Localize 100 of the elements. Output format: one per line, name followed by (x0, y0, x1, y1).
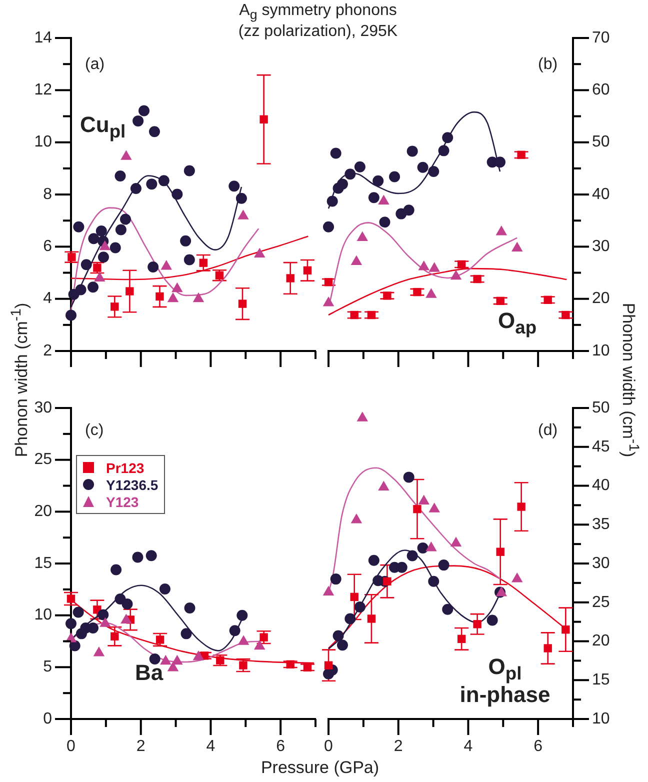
y-tick-label: 20 (34, 503, 52, 520)
point (473, 620, 482, 628)
point (517, 150, 526, 159)
y2-tick-label: 25 (592, 594, 610, 611)
point (494, 156, 506, 168)
point (450, 536, 462, 547)
point (184, 165, 195, 176)
point (368, 554, 380, 566)
point (130, 183, 142, 194)
point (73, 221, 84, 232)
point (378, 194, 390, 205)
point (180, 628, 192, 640)
point (417, 542, 428, 554)
point (356, 231, 368, 242)
y2-tick-label: 20 (592, 290, 610, 308)
point (66, 310, 76, 321)
point (326, 196, 338, 207)
point (229, 625, 240, 636)
point (368, 192, 380, 204)
y2-tick-label: 15 (592, 672, 610, 689)
point (126, 287, 134, 296)
point (344, 168, 356, 180)
point (132, 115, 144, 126)
point (146, 178, 158, 190)
point (428, 576, 440, 587)
point (330, 574, 342, 585)
y2-tick-label: 35 (592, 516, 610, 534)
point (260, 115, 268, 124)
y2-tick-label: 60 (592, 82, 610, 99)
point (517, 502, 526, 511)
y2-tick-label: 40 (592, 186, 610, 203)
point (114, 170, 126, 182)
x-tick-label: 0 (66, 738, 76, 756)
y2-tick-label: 10 (592, 342, 610, 360)
point (350, 513, 362, 524)
point (96, 226, 107, 237)
point (146, 550, 157, 562)
point (403, 204, 414, 216)
point (378, 480, 390, 491)
x-tick-label: 2 (136, 738, 146, 756)
point (180, 235, 192, 246)
point (350, 310, 358, 320)
point (132, 552, 144, 563)
point (562, 310, 570, 320)
y-tick-label: 8 (43, 186, 52, 203)
point (75, 284, 86, 296)
point (148, 126, 160, 138)
point (417, 162, 428, 173)
y-tick-label: 15 (34, 554, 52, 572)
x-tick-label: 0 (324, 738, 334, 756)
x-tick-label: 2 (394, 738, 403, 756)
point (156, 292, 164, 301)
point (457, 634, 466, 644)
point (120, 614, 132, 624)
point (69, 640, 80, 652)
point (238, 300, 247, 308)
annotation: O$_{ap}$ (498, 308, 537, 338)
point (389, 171, 400, 182)
point (148, 262, 159, 273)
x-tick-label: 4 (206, 738, 216, 756)
point (426, 288, 437, 298)
point (344, 613, 356, 624)
annotation: (d) (538, 422, 558, 440)
y-tick-label: 10 (34, 606, 52, 624)
point (184, 254, 195, 266)
y2-tick-label: 10 (592, 710, 610, 728)
point (403, 472, 414, 483)
y-tick-label: 2 (43, 342, 52, 360)
point (383, 292, 392, 300)
x-axis-title: Pressure (GPa) (260, 758, 380, 778)
annotation: (b) (538, 56, 558, 74)
y2-tick-label: 70 (592, 29, 610, 46)
point (110, 564, 122, 576)
y-tick-label: 0 (43, 710, 52, 728)
y-tick-label: 10 (34, 134, 52, 151)
point (336, 178, 348, 190)
point (88, 622, 99, 634)
point (98, 609, 109, 620)
x-tick-label: 6 (534, 738, 543, 756)
point (322, 296, 334, 306)
chart-title: A$_{g}$ symmetry phonons (zz polarization), 295K (238, 2, 398, 40)
point (450, 270, 462, 280)
point (236, 610, 248, 621)
point (486, 614, 498, 626)
point (324, 278, 333, 286)
point (149, 653, 160, 664)
point (336, 640, 348, 651)
point (428, 262, 440, 272)
point (324, 661, 333, 670)
point (88, 233, 100, 244)
legend-label: Pr123 (106, 460, 144, 476)
point (418, 494, 430, 505)
point (496, 548, 504, 556)
point (442, 132, 454, 144)
point (544, 644, 552, 652)
legend-label: Y1236.5 (106, 476, 158, 492)
point (428, 166, 440, 178)
point (159, 584, 170, 594)
point (367, 310, 376, 320)
point (428, 502, 440, 512)
